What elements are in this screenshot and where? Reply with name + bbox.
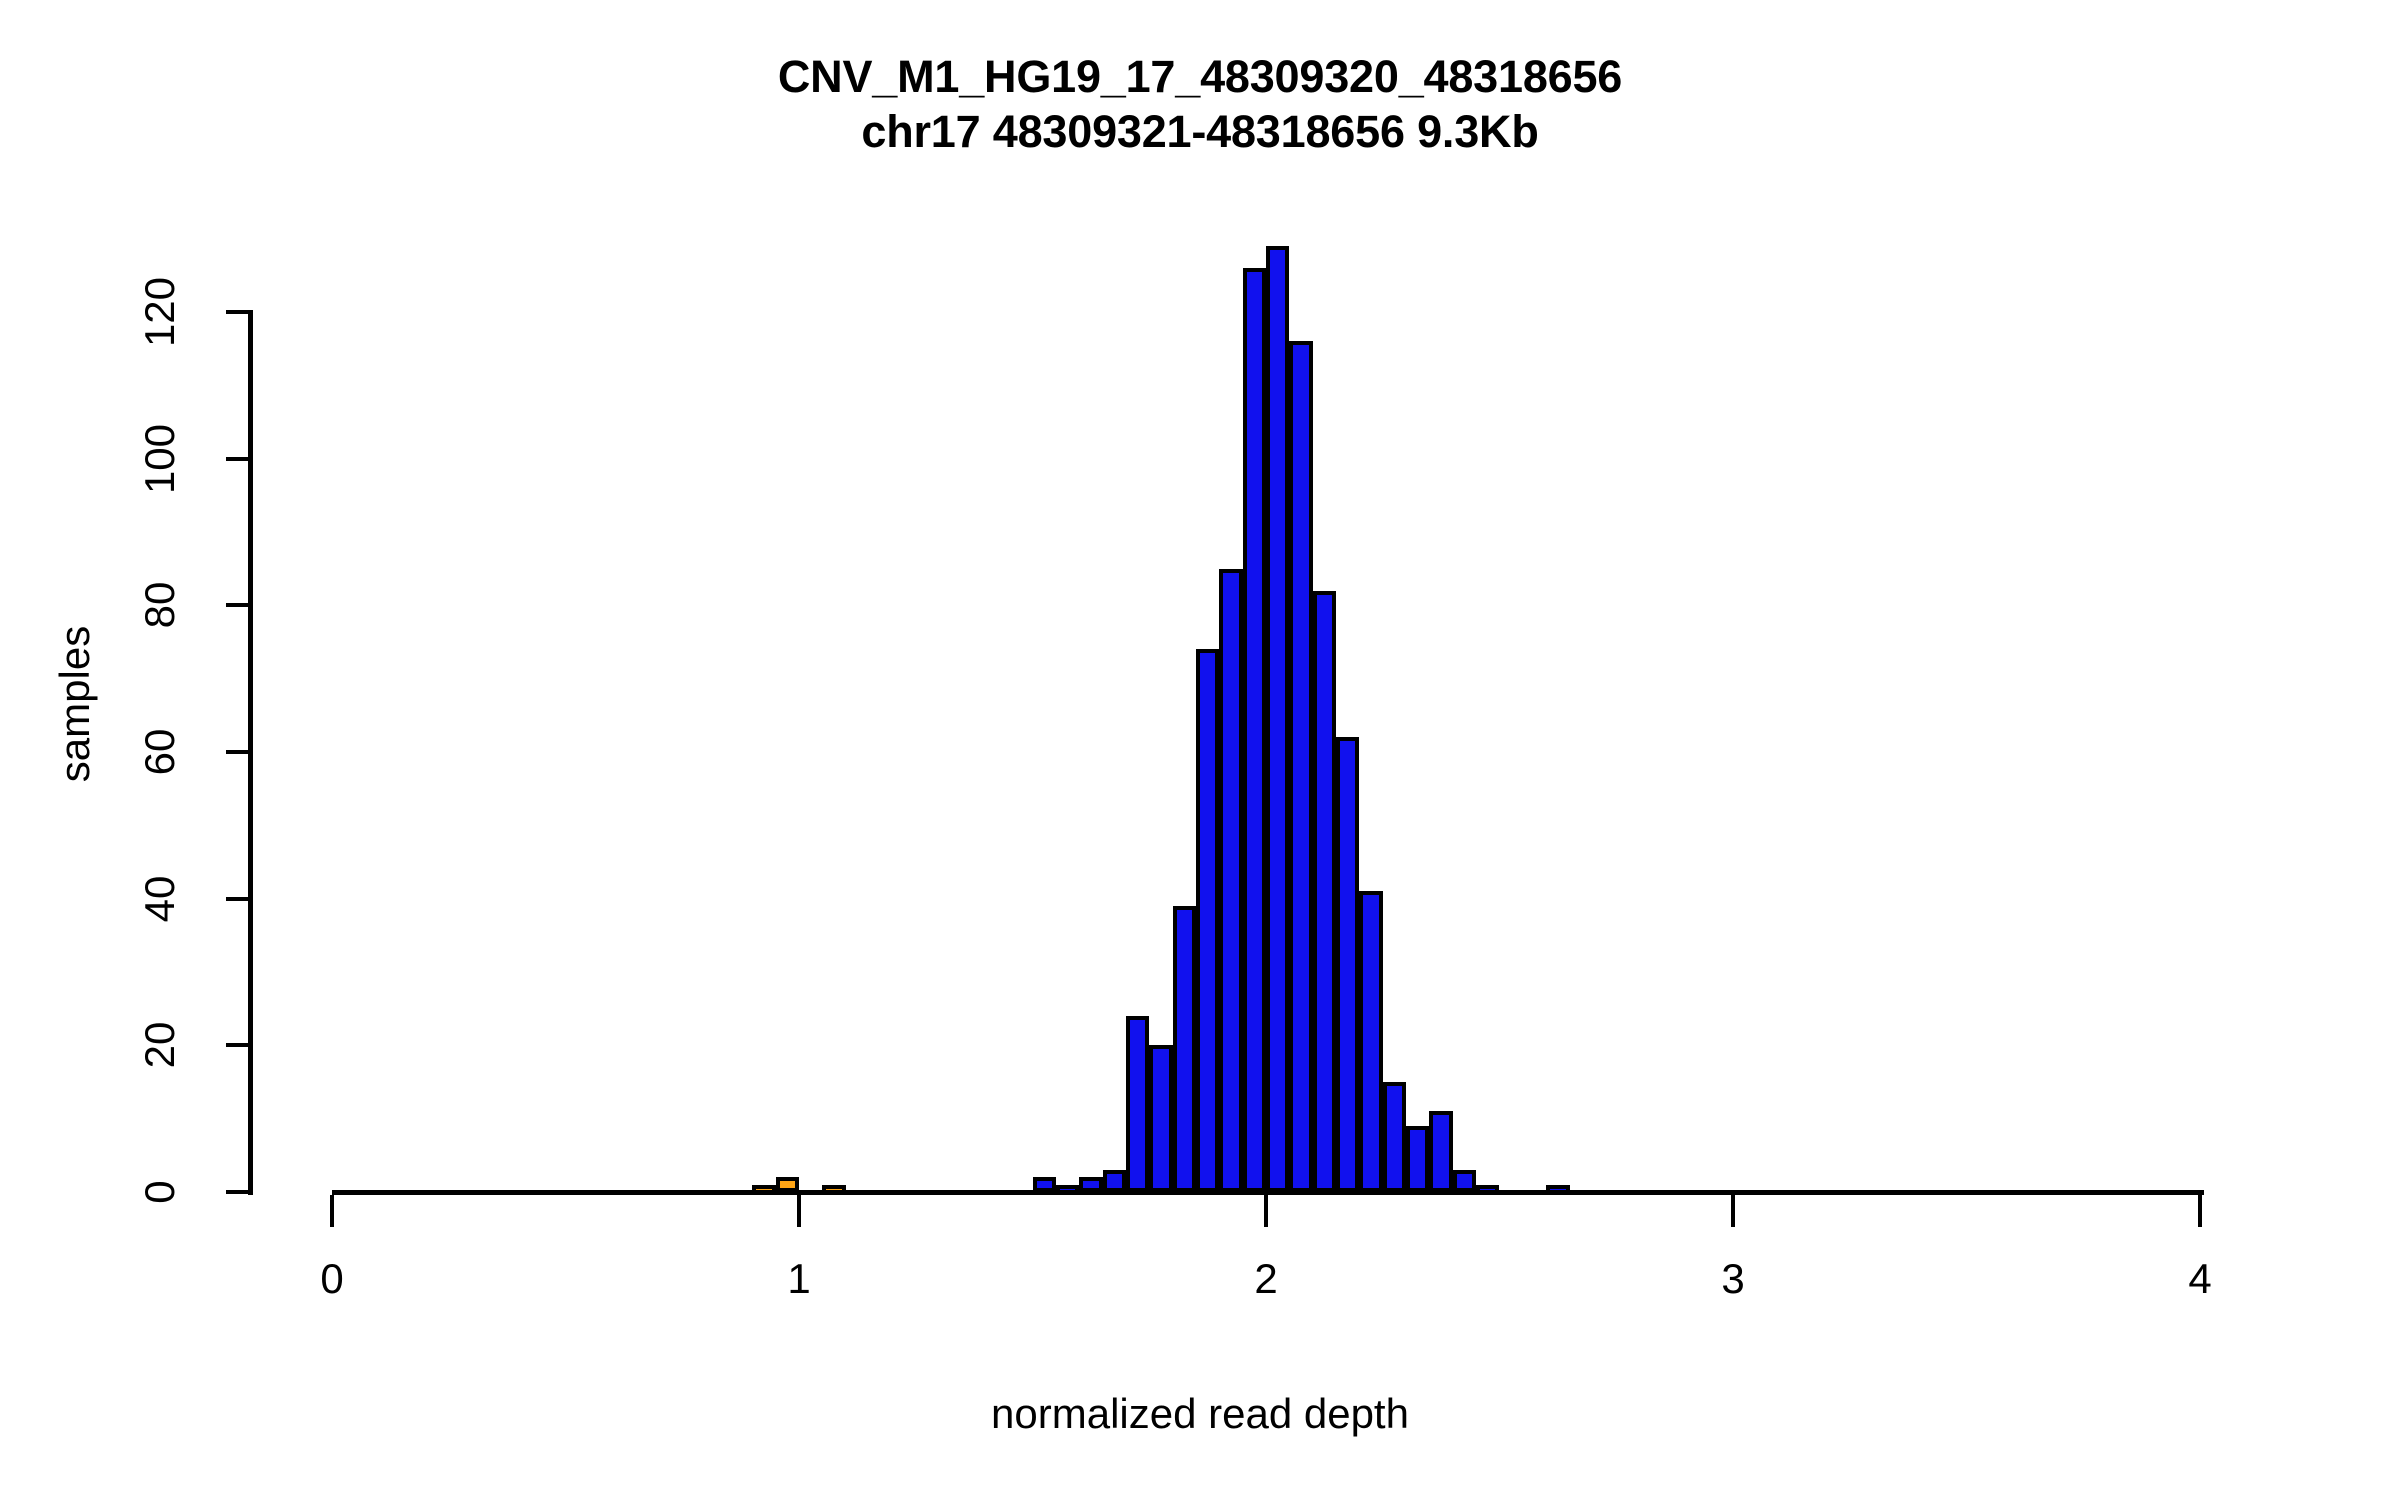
x-tick-label-1: 1 xyxy=(787,1255,811,1302)
x-tick-0 xyxy=(330,1195,334,1227)
histogram-bar xyxy=(1359,891,1383,1192)
histogram-bar xyxy=(1102,1170,1126,1192)
x-tick-label-4: 4 xyxy=(2188,1255,2212,1302)
x-tick-label-3: 3 xyxy=(1721,1255,1745,1302)
y-tick-40 xyxy=(226,896,248,901)
y-tick-100 xyxy=(226,456,248,461)
histogram-bar xyxy=(1336,737,1360,1192)
plot-title-line1: CNV_M1_HG19_17_48309320_48318656 xyxy=(777,51,1623,102)
x-axis-label: normalized read depth xyxy=(991,1390,1409,1437)
histogram-bar xyxy=(1125,1016,1150,1192)
plot-title: CNV_M1_HG19_17_48309320_48318656 chr17 4… xyxy=(0,50,2400,160)
x-tick-label-0: 0 xyxy=(320,1255,344,1302)
y-tick-label-100: 100 xyxy=(136,423,183,494)
y-tick-label-80: 80 xyxy=(136,581,183,629)
y-tick-label-0: 0 xyxy=(136,1180,183,1204)
histogram-bar xyxy=(1149,1045,1173,1192)
histogram-bar xyxy=(1172,906,1196,1192)
y-tick-label-40: 40 xyxy=(136,875,183,923)
histogram-bar xyxy=(1312,590,1337,1192)
y-tick-20 xyxy=(226,1043,248,1048)
histogram-bar xyxy=(1242,268,1266,1192)
y-tick-0 xyxy=(226,1190,248,1194)
histogram-bar xyxy=(1452,1170,1477,1192)
plot-title-line2: chr17 48309321-48318656 9.3Kb xyxy=(861,105,1539,157)
y-tick-80 xyxy=(226,603,248,608)
histogram-bar xyxy=(1429,1111,1453,1192)
x-tick-1 xyxy=(797,1195,801,1227)
histogram-bar xyxy=(1195,649,1220,1192)
histogram-bar xyxy=(1406,1126,1430,1192)
y-tick-label-20: 20 xyxy=(136,1021,183,1069)
y-tick-60 xyxy=(226,750,248,754)
y-tick-label-60: 60 xyxy=(136,728,183,776)
x-tick-3 xyxy=(1731,1195,1735,1227)
y-axis-line xyxy=(248,310,253,1195)
y-tick-label-120: 120 xyxy=(136,276,183,348)
histogram-bar xyxy=(1266,246,1290,1192)
y-tick-120 xyxy=(226,310,248,314)
y-axis-label: samples xyxy=(51,625,98,783)
x-tick-label-2: 2 xyxy=(1254,1255,1278,1302)
histogram-bar xyxy=(1219,568,1243,1192)
histogram-bar xyxy=(1289,341,1313,1192)
histogram-bar xyxy=(1382,1082,1407,1192)
x-tick-4 xyxy=(2198,1195,2202,1227)
x-axis-line xyxy=(332,1190,2204,1195)
x-tick-2 xyxy=(1264,1195,1268,1227)
